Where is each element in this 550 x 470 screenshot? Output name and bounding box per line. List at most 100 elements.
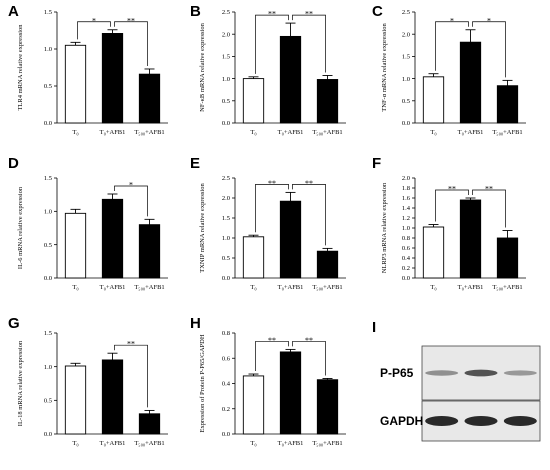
bar [316, 79, 339, 124]
y-tick-label: 0.0 [222, 120, 230, 127]
y-tick-label: 0.0 [222, 431, 230, 438]
significance-bracket [472, 21, 506, 78]
category-label: T₀ [250, 129, 256, 136]
significance-bracket [77, 21, 111, 40]
significance-bracket [292, 184, 326, 246]
y-tick-label: 0.8 [402, 235, 410, 242]
bar [279, 35, 302, 124]
significance-label: * [450, 16, 454, 25]
significance-label: ** [305, 179, 313, 188]
chart-panel-d: D 0.0 0.5 1.0 1.5 IL-6 mRNA relative expressi… [8, 155, 168, 291]
panel-letter: G [8, 315, 20, 332]
significance-label: * [92, 16, 96, 25]
western-blot-panel: I P-P65 GAPDH [372, 319, 541, 442]
bar [64, 212, 87, 279]
category-label: T₀+AFB1 [100, 284, 126, 291]
y-tick-label: 2.5 [402, 9, 410, 16]
significance-bracket [472, 189, 506, 228]
significance-bracket [255, 184, 289, 233]
y-tick-label: 2.0 [222, 31, 230, 38]
bar [422, 226, 445, 279]
category-label: T₀ [430, 129, 436, 136]
bar [64, 365, 87, 435]
significance-label: ** [305, 10, 313, 19]
bar [279, 200, 302, 279]
bar [496, 237, 519, 279]
panel-letter: H [190, 315, 201, 332]
y-tick-label: 1.5 [44, 175, 52, 182]
category-label: T₀ [430, 284, 436, 291]
blot-band [464, 416, 498, 426]
significance-bracket [292, 14, 326, 73]
category-label: T₀ [72, 440, 78, 447]
blot-band [503, 416, 537, 426]
category-label: T₅₀₀+AFB1 [492, 284, 522, 291]
significance-bracket [255, 341, 289, 372]
category-label: T₅₀₀+AFB1 [134, 284, 164, 291]
y-axis-label: TXNIP mRNA relative expression [199, 183, 206, 273]
bar [496, 85, 519, 124]
significance-label: * [129, 181, 133, 190]
chart-panel-a: A 0.0 0.5 1.0 1.5 TLR4 mRNA relative expressi… [8, 3, 168, 136]
y-tick-label: 0.6 [402, 245, 411, 252]
y-tick-label: 1.4 [402, 205, 411, 212]
category-label: T₅₀₀+AFB1 [312, 129, 342, 136]
significance-bracket [435, 189, 469, 222]
bar [101, 359, 124, 435]
y-tick-label: 1.5 [402, 54, 410, 61]
category-label: T₀+AFB1 [100, 129, 126, 136]
bar [422, 76, 445, 124]
significance-label: ** [268, 179, 276, 188]
bar [316, 250, 339, 279]
y-tick-label: 1.0 [44, 46, 52, 53]
y-axis-label: IL-6 mRNA relative expression [17, 186, 24, 269]
category-label: T₀+AFB1 [278, 284, 304, 291]
y-tick-label: 1.5 [222, 215, 230, 222]
blot-row-label: P-P65 [380, 366, 414, 380]
blot-row-label: GAPDH [380, 414, 423, 428]
y-tick-label: 0.2 [402, 265, 410, 272]
category-label: T₀+AFB1 [100, 440, 126, 447]
significance-label: ** [305, 336, 313, 345]
y-axis-label: TNF-α mRNA relative expression [381, 23, 388, 112]
category-label: T₅₀₀+AFB1 [492, 129, 522, 136]
category-label: T₀+AFB1 [278, 440, 304, 447]
significance-label: ** [268, 10, 276, 19]
chart-panel-f: F 0.0 0.2 0.4 0.6 0.8 1.0 1.2 1.4 1.6 1.8 2.0 NLRP3 … [372, 155, 526, 291]
y-tick-label: 2.0 [402, 31, 410, 38]
y-tick-label: 1.5 [44, 330, 52, 337]
panel-letter: F [372, 155, 381, 172]
significance-bracket [255, 14, 289, 74]
bar [242, 375, 265, 435]
chart-panel-e: E 0.0 0.5 1.0 1.5 2.0 2.5 TXNIP mRNA relative e… [190, 155, 346, 291]
bar [242, 236, 265, 279]
chart-panel-c: C 0.0 0.5 1.0 1.5 2.0 2.5 TNF-α mRNA relative e… [372, 3, 526, 136]
bar [101, 33, 124, 124]
y-tick-label: 0.0 [44, 431, 52, 438]
y-tick-label: 0.0 [44, 120, 52, 127]
category-label: T₀+AFB1 [458, 129, 484, 136]
y-tick-label: 0.5 [402, 98, 410, 105]
blot-band [464, 369, 498, 377]
category-label: T₅₀₀+AFB1 [312, 440, 342, 447]
y-tick-label: 1.0 [222, 235, 230, 242]
bar [316, 379, 339, 435]
y-tick-label: 2.0 [222, 195, 230, 202]
category-label: T₅₀₀+AFB1 [134, 129, 164, 136]
y-tick-label: 0.0 [402, 120, 410, 127]
bar [279, 351, 302, 435]
y-tick-label: 1.0 [402, 225, 410, 232]
chart-panel-g: G 0.0 0.5 1.0 1.5 IL-18 mRNA relative express… [8, 315, 168, 447]
y-tick-label: 0.5 [222, 98, 230, 105]
bar [459, 199, 482, 279]
y-tick-label: 1.0 [44, 209, 52, 216]
bar [138, 73, 161, 124]
panel-letter: I [372, 319, 376, 336]
panel-letter: B [190, 3, 201, 20]
blot-band [425, 416, 459, 426]
panel-letter: E [190, 155, 200, 172]
category-label: T₀ [250, 284, 256, 291]
y-tick-label: 2.0 [402, 175, 410, 182]
y-tick-label: 0.5 [44, 83, 52, 90]
